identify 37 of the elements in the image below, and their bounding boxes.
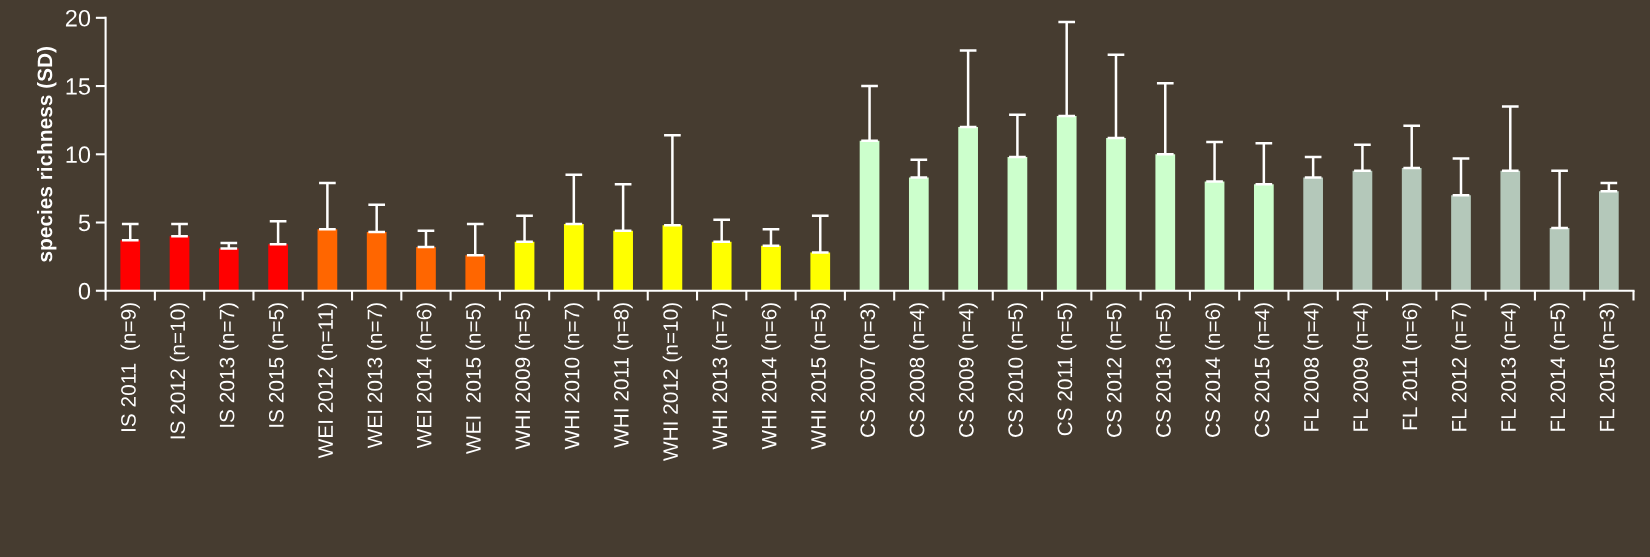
x-tick-label: WEI 2012 (n=11) [317,303,338,459]
x-tick-label: CS 2007 (n=3) [859,303,880,437]
x-tick-label: CS 2008 (n=4) [909,303,929,437]
x-tick-label: WEI 2013 (n=7) [366,303,387,449]
y-tick-label: 5 [78,214,91,232]
x-tick-label: IS 2015 (n=5) [268,303,288,427]
x-tick-label: FL 2014 (n=5) [1549,303,1570,431]
y-tick-label: 15 [66,78,91,95]
x-tick-label: FL 2009 (n=4) [1352,303,1373,431]
x-tick-label: FL 2015 (n=3) [1599,303,1619,431]
x-tick-label: CS 2014 (n=6) [1204,303,1225,437]
x-tick-label: WHI 2014 (n=6) [761,303,781,450]
x-tick-label: WHI 2009 (n=5) [514,303,535,450]
x-tick-label: IS 2013 (n=7) [219,303,239,427]
x-tick-label: CS 2013 (n=5) [1155,303,1175,437]
x-tick-label: CS 2011 (n=5) [1056,303,1077,436]
x-tick-label: WHI 2015 (n=5) [810,303,830,450]
x-tick-label: WHI 2011 (n=8) [613,303,633,448]
x-tick-label: WHI 2012 (n=10) [662,303,683,461]
x-tick-label: CS 2010 (n=5) [1007,303,1028,437]
x-tick-label: WHI 2010 (n=7) [564,303,584,450]
x-tick-label: CS 2012 (n=5) [1106,303,1126,437]
y-tick-label: 20 [65,9,91,27]
x-tick-label: FL 2011 (n=6) [1402,303,1422,430]
x-tick-label: IS 2012 (n=10) [169,303,190,439]
x-tick-label: FL 2008 (n=4) [1303,303,1323,431]
y-axis-title: species richness (SD) [37,47,57,262]
x-tick-label: CS 2015 (n=4) [1254,303,1274,437]
x-tick-label: WHI 2013 (n=7) [711,303,732,450]
y-tick-label: 10 [66,146,91,164]
x-tick-label: IS 2011 (n=9) [120,303,140,432]
y-tick-label: 0 [78,282,91,300]
x-tick-label: FL 2013 (n=4) [1500,303,1520,431]
x-tick-label: FL 2012 (n=7) [1451,303,1471,431]
x-tick-label: WEI 2015 (n=5) [465,303,485,455]
x-tick-label: WEI 2014 (n=6) [416,303,436,449]
x-tick-label: CS 2009 (n=4) [958,303,978,437]
